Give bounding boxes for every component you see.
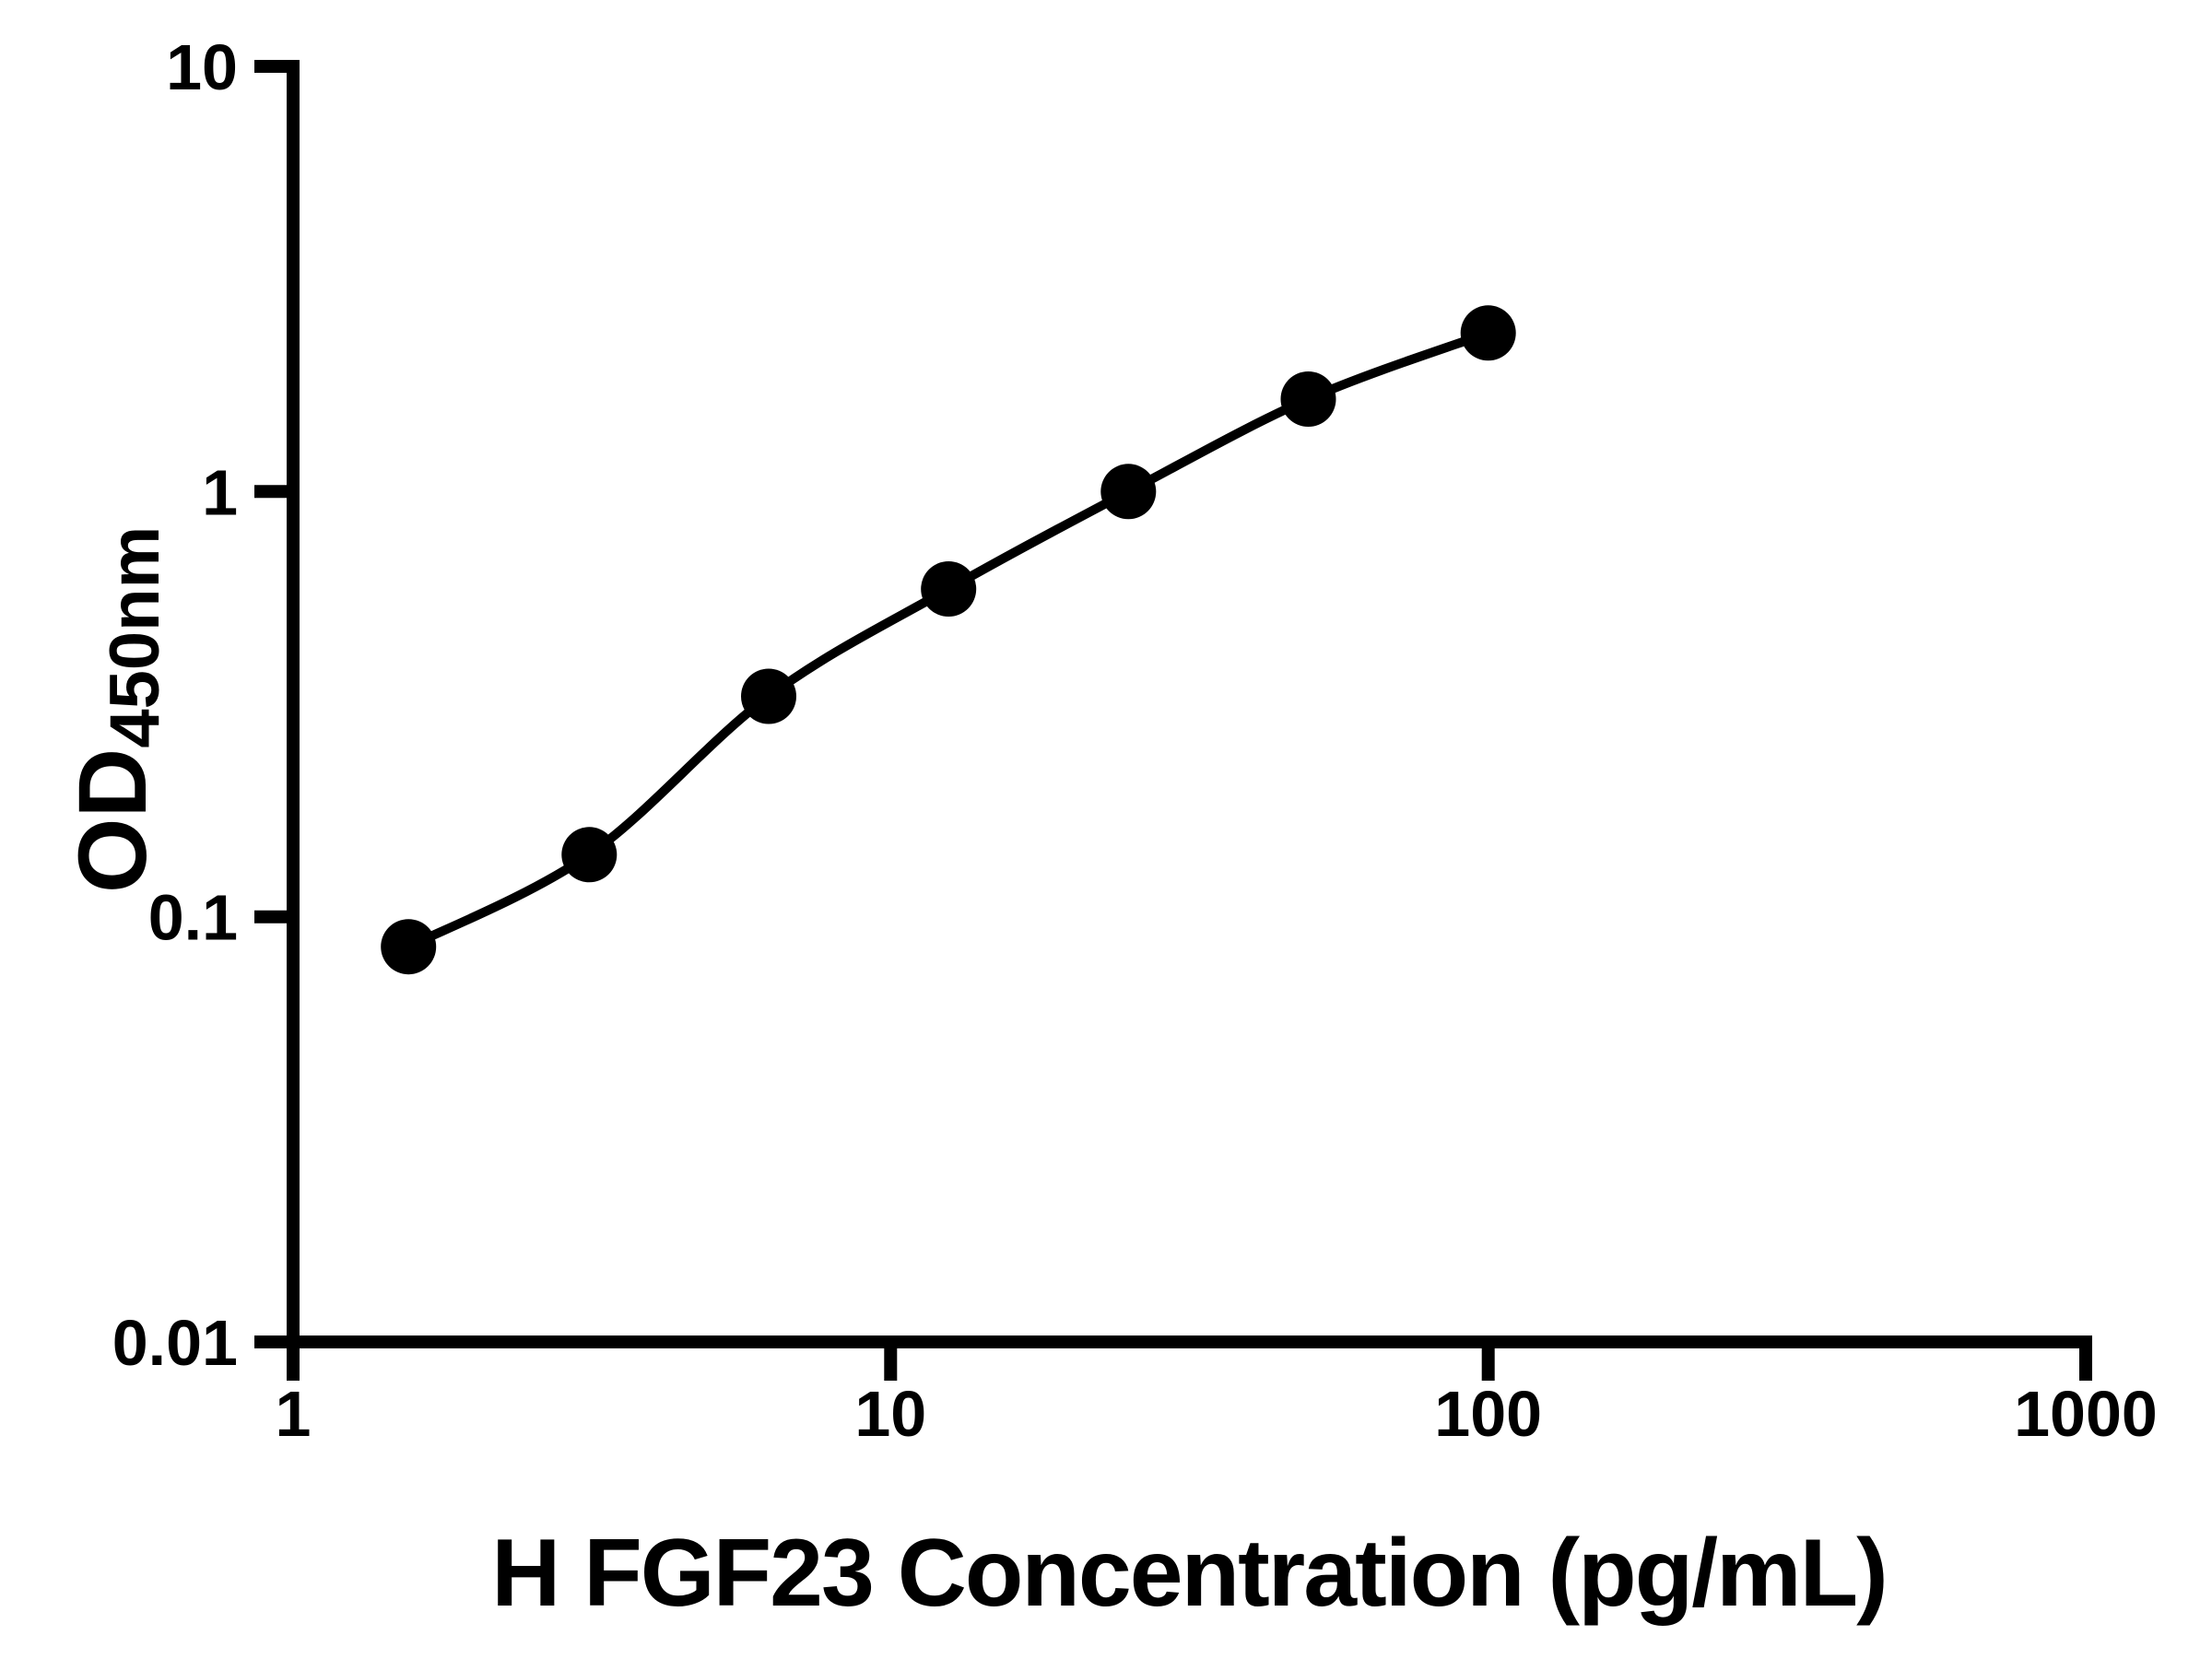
x-axis-title: H FGF23 Concentration (pg/mL) bbox=[491, 1520, 1887, 1627]
y-tick-label: 0.1 bbox=[148, 882, 238, 954]
x-tick-label: 100 bbox=[1434, 1378, 1542, 1450]
data-point-marker bbox=[1460, 305, 1516, 361]
y-tick-label: 10 bbox=[166, 31, 238, 103]
y-tick-label: 1 bbox=[202, 456, 238, 528]
data-point-marker bbox=[741, 668, 796, 724]
axes bbox=[254, 60, 2092, 1381]
data-point-marker bbox=[1100, 464, 1157, 520]
y-axis-title: OD450nm bbox=[59, 526, 174, 893]
data-point-marker bbox=[561, 827, 618, 883]
x-tick-label: 1 bbox=[276, 1378, 312, 1450]
y-axis-title-main: OD bbox=[59, 748, 167, 894]
data-points bbox=[381, 305, 1516, 975]
y-axis-title-subscript: 450nm bbox=[96, 526, 174, 748]
data-point-marker bbox=[921, 561, 977, 617]
x-axis-tick-labels: 1 10 100 1000 bbox=[276, 1378, 2158, 1450]
y-tick-label: 0.01 bbox=[112, 1307, 238, 1379]
data-point-marker bbox=[1280, 371, 1336, 427]
x-tick-label: 1000 bbox=[2014, 1378, 2158, 1450]
x-tick-label: 10 bbox=[854, 1378, 926, 1450]
y-axis-tick-labels: 0.01 0.1 1 10 bbox=[112, 31, 238, 1379]
axis-frame bbox=[254, 60, 2092, 1381]
data-point-marker bbox=[381, 919, 437, 975]
